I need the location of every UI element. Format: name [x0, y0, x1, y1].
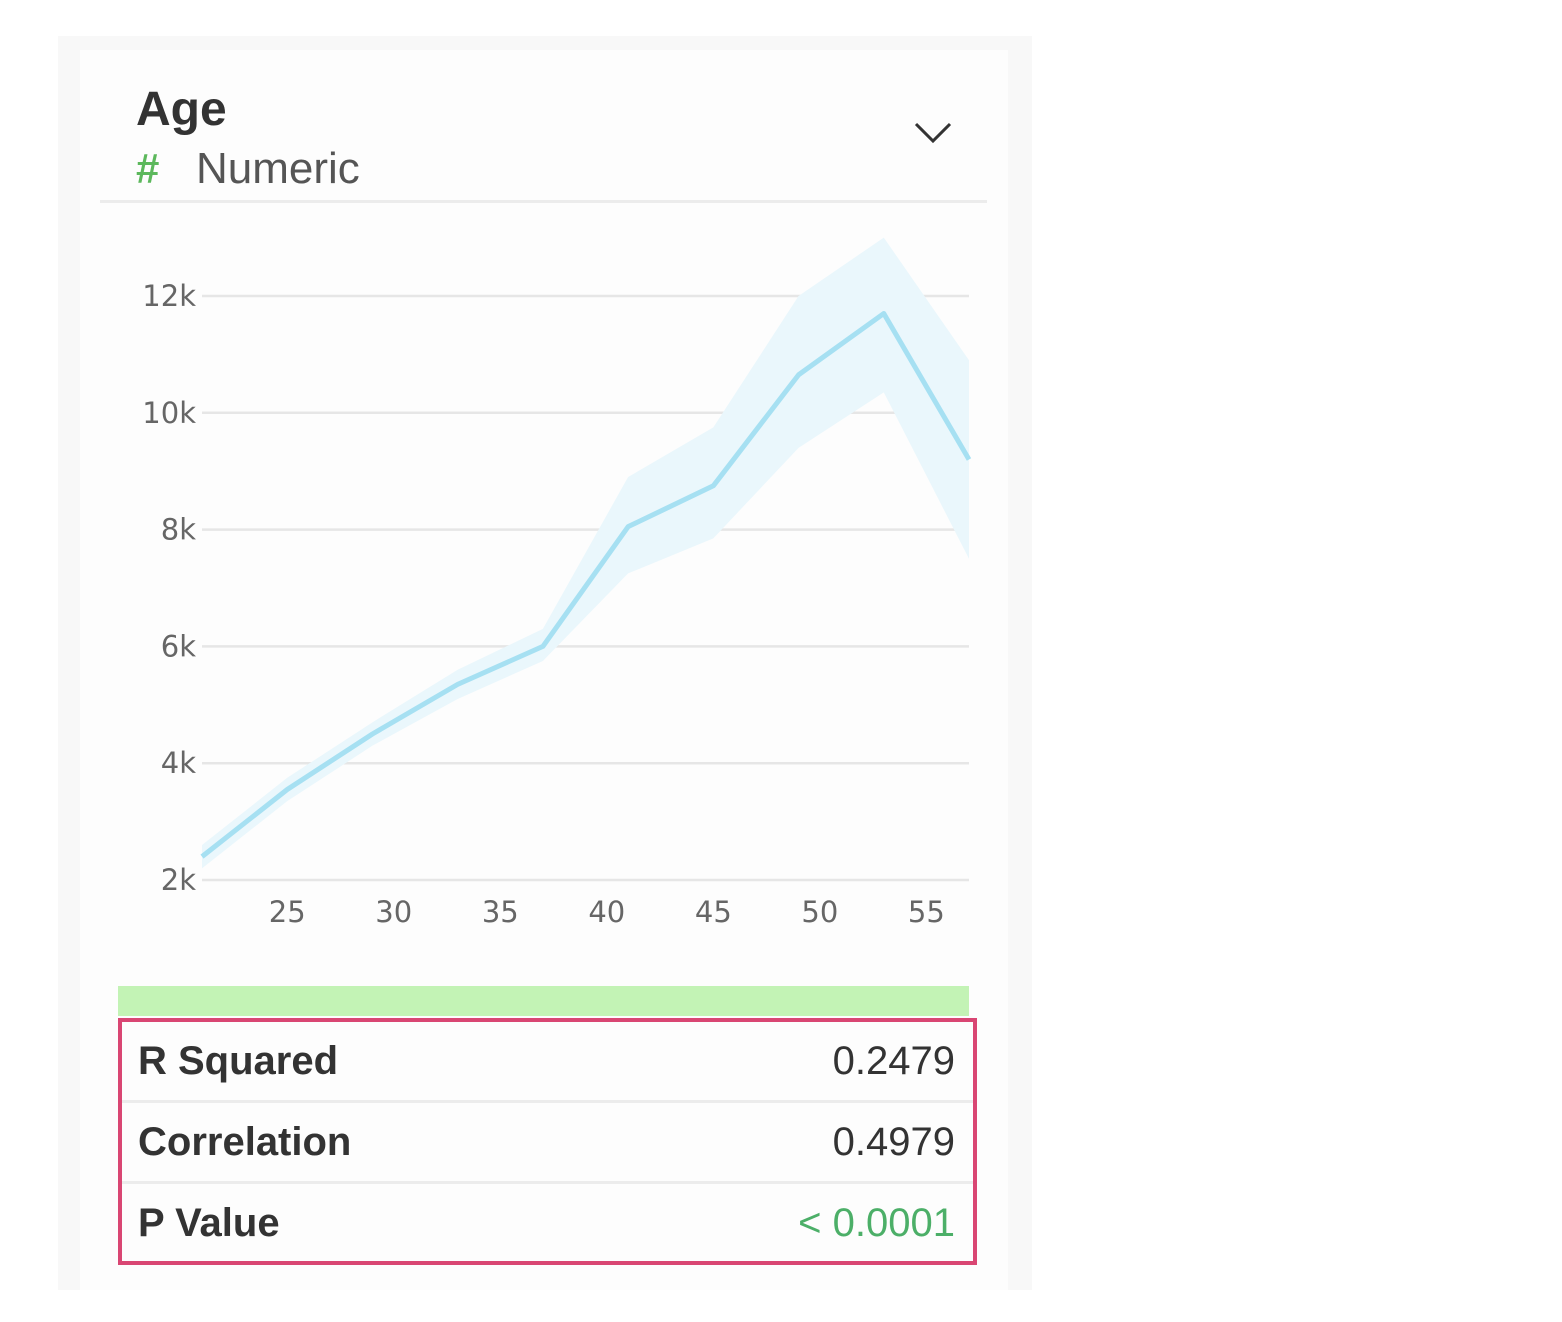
y-tick-label: 12k: [142, 279, 196, 313]
x-tick-label: 45: [695, 895, 732, 929]
x-tick-label: 30: [375, 895, 412, 929]
y-tick-label: 6k: [161, 629, 196, 663]
numeric-hash-icon: #: [136, 145, 160, 192]
stat-value: 0.4979: [832, 1119, 955, 1164]
stats-table: R Squared 0.2479 Correlation 0.4979 P Va…: [118, 1018, 977, 1265]
header-divider: [100, 200, 987, 203]
x-tick-label: 50: [801, 895, 838, 929]
line-chart: 2k 4k 6k 8k 10k 12k 25 30 35 40 45 50 55: [100, 220, 990, 960]
column-type: # Numeric: [136, 144, 360, 194]
stat-value-significant: < 0.0001: [798, 1200, 955, 1245]
indicator-bar: [118, 986, 969, 1016]
stat-label: Correlation: [138, 1119, 352, 1164]
stat-row-correlation: Correlation 0.4979: [122, 1103, 973, 1184]
trend-line: [200, 311, 972, 859]
stat-value: 0.2479: [832, 1038, 955, 1083]
y-tick-label: 4k: [161, 746, 196, 780]
x-tick-label: 55: [908, 895, 945, 929]
stat-row-r-squared: R Squared 0.2479: [122, 1022, 973, 1103]
column-type-label: Numeric: [196, 144, 360, 193]
y-tick-label: 10k: [142, 396, 196, 430]
y-axis-ticks: 2k 4k 6k 8k 10k 12k: [142, 279, 196, 897]
x-axis-ticks: 25 30 35 40 45 50 55: [269, 895, 945, 929]
trend-line-path: [200, 311, 972, 859]
column-summary-card: [80, 50, 1008, 1290]
stat-label: R Squared: [138, 1038, 339, 1083]
chevron-down-icon[interactable]: [910, 112, 956, 152]
line-chart-svg: 2k 4k 6k 8k 10k 12k 25 30 35 40 45 50 55: [142, 237, 972, 929]
stat-label: P Value: [138, 1200, 280, 1245]
stat-row-p-value: P Value < 0.0001: [122, 1184, 973, 1262]
column-title: Age: [136, 83, 227, 136]
y-tick-label: 2k: [161, 863, 196, 897]
x-tick-label: 35: [482, 895, 519, 929]
x-tick-label: 25: [269, 895, 306, 929]
y-tick-label: 8k: [161, 513, 196, 547]
x-tick-label: 40: [588, 895, 625, 929]
